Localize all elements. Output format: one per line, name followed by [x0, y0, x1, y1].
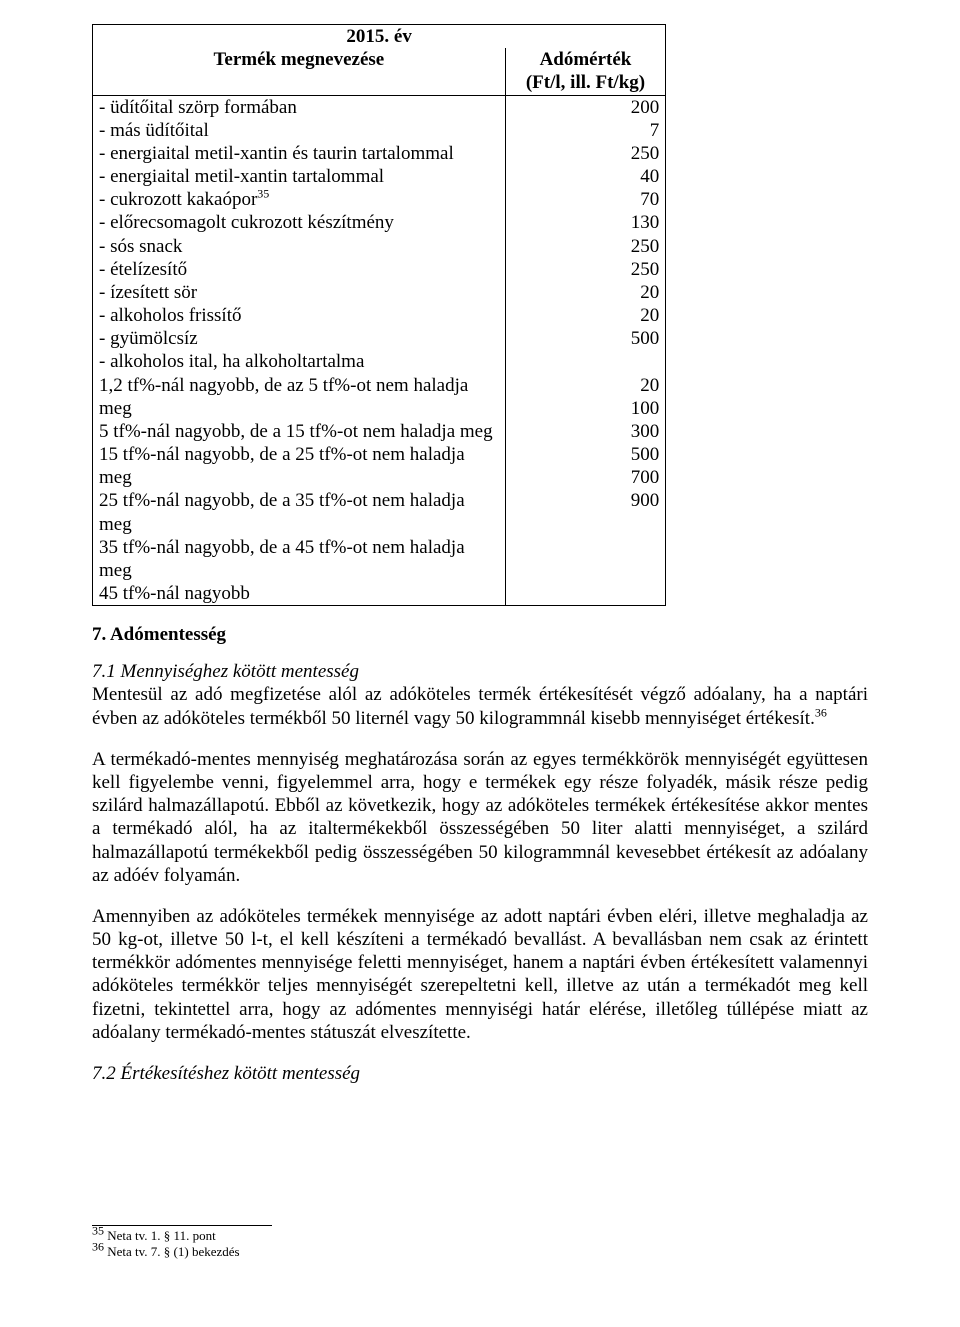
document-page: 2015. év Termék megnevezése Adómérték (F…: [0, 0, 960, 1281]
footnote-number: 36: [92, 1240, 104, 1254]
footnote-separator: [92, 1225, 272, 1226]
table-row-label: 1,2 tf%-nál nagyobb, de az 5 tf%-ot nem …: [99, 375, 468, 419]
footnote-number: 35: [92, 1224, 104, 1238]
table-year-header: 2015. év: [93, 25, 666, 49]
table-row-label: - cukrozott kakaópor: [99, 189, 257, 210]
table-row-value: 70: [640, 189, 659, 210]
table-row-value: 100: [631, 398, 660, 419]
table-row-label: - energiaital metil-xantin és taurin tar…: [99, 143, 454, 164]
table-row-value: 20: [640, 305, 659, 326]
table-row-value: 900: [631, 490, 660, 511]
footnote-ref-35: 35: [257, 187, 269, 201]
paragraph-7-1: 7.1 Mennyiséghez kötött mentesség Mentes…: [92, 660, 868, 730]
table-row-label: - alkoholos ital, ha alkoholtartalma: [99, 351, 364, 372]
table-row-label: 45 tf%-nál nagyobb: [99, 583, 250, 604]
table-row-value: 200: [631, 97, 660, 118]
table-row-label: - előrecsomagolt cukrozott készítmény: [99, 212, 394, 233]
footnotes-block: 35 Neta tv. 1. § 11. pont36 Neta tv. 7. …: [92, 1228, 868, 1261]
footnote: 35 Neta tv. 1. § 11. pont: [92, 1228, 868, 1244]
table-row-label: - üdítőital szörp formában: [99, 97, 297, 118]
footnote: 36 Neta tv. 7. § (1) bekezdés: [92, 1244, 868, 1260]
table-col-product: Termék megnevezése: [93, 48, 506, 95]
table-row-label: 15 tf%-nál nagyobb, de a 25 tf%-ot nem h…: [99, 444, 465, 488]
footnote-ref-36: 36: [815, 705, 827, 719]
table-row-label: 5 tf%-nál nagyobb, de a 15 tf%-ot nem ha…: [99, 421, 493, 442]
table-row-value: 250: [631, 259, 660, 280]
table-row-label: - ételízesítő: [99, 259, 187, 280]
table-rows-labels: - üdítőital szörp formában- más üdítőita…: [93, 95, 506, 606]
table-row-value: 130: [631, 212, 660, 233]
paragraph-7-1-lead: 7.1 Mennyiséghez kötött mentesség: [92, 661, 359, 682]
table-row-label: - sós snack: [99, 236, 182, 257]
paragraph-3: Amennyiben az adóköteles termékek mennyi…: [92, 905, 868, 1044]
table-row-value: 20: [640, 282, 659, 303]
table-row-label: - alkoholos frissítő: [99, 305, 242, 326]
table-row-value: 700: [631, 467, 660, 488]
table-row-label: - ízesített sör: [99, 282, 197, 303]
paragraph-7-1-body: Mentesül az adó megfizetése alól az adók…: [92, 684, 868, 728]
table-row-value: 7: [650, 120, 660, 141]
table-row-label: 35 tf%-nál nagyobb, de a 45 tf%-ot nem h…: [99, 537, 465, 581]
tax-rate-table: 2015. év Termék megnevezése Adómérték (F…: [92, 24, 666, 606]
footnote-text: Neta tv. 1. § 11. pont: [104, 1228, 216, 1243]
table-row-value: 40: [640, 166, 659, 187]
table-rows-values: 2007250407013025025020205002010030050070…: [505, 95, 666, 606]
table-col-rate: Adómérték (Ft/l, ill. Ft/kg): [505, 48, 666, 95]
table-row-value: 500: [631, 328, 660, 349]
table-row-value: 250: [631, 143, 660, 164]
table-row-label: - más üdítőital: [99, 120, 209, 141]
section-7-heading: 7. Adómentesség: [92, 624, 868, 646]
footnote-text: Neta tv. 7. § (1) bekezdés: [104, 1244, 240, 1259]
table-row-value: 250: [631, 236, 660, 257]
table-row-value: 20: [640, 375, 659, 396]
paragraph-2: A termékadó-mentes mennyiség meghatározá…: [92, 748, 868, 887]
table-row-value: 300: [631, 421, 660, 442]
table-row-value: 500: [631, 444, 660, 465]
paragraph-7-2: 7.2 Értékesítéshez kötött mentesség: [92, 1062, 868, 1085]
table-row-label: 25 tf%-nál nagyobb, de a 35 tf%-ot nem h…: [99, 490, 465, 534]
table-row-label: - gyümölcsíz: [99, 328, 198, 349]
table-row-label: - energiaital metil-xantin tartalommal: [99, 166, 384, 187]
